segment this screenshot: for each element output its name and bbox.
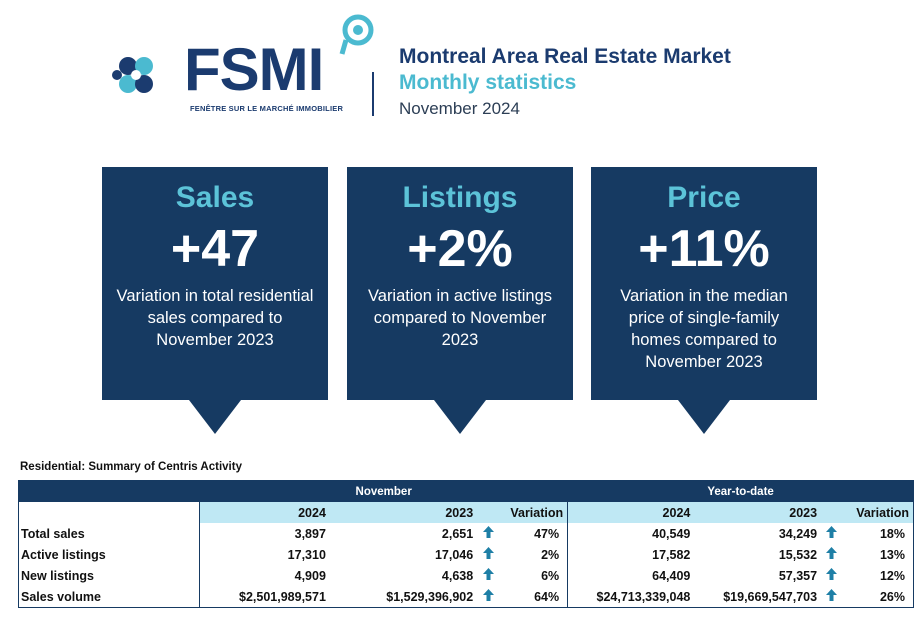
- table-column-header: 2024 2023 Variation 2024 2023 Variation: [18, 502, 914, 523]
- report-title: Montreal Area Real Estate Market: [399, 45, 731, 68]
- col-header: Variation: [821, 502, 914, 523]
- variation-cell: 2%: [499, 544, 568, 565]
- value-cell: 17,310: [199, 544, 330, 565]
- report-period: November 2024: [399, 99, 520, 118]
- up-arrow-icon: [821, 565, 843, 586]
- report-subtitle: Monthly statistics: [399, 71, 577, 94]
- col-header: 2024: [567, 502, 695, 523]
- col-header: 2023: [329, 502, 478, 523]
- variation-cell: 13%: [842, 544, 914, 565]
- col-header: 2023: [694, 502, 822, 523]
- listings-card: Listings +2% Variation in active listing…: [347, 167, 573, 434]
- price-card: Price +11% Variation in the median price…: [591, 167, 817, 434]
- value-cell: 40,549: [567, 523, 695, 544]
- table-group-header: November Year-to-date: [18, 480, 914, 502]
- up-arrow-icon: [821, 544, 843, 565]
- table-row: New listings 4,909 4,638 6% 64,409 57,357 12%: [18, 565, 914, 586]
- value-cell: $19,669,547,703: [694, 586, 822, 608]
- value-cell: 17,582: [567, 544, 695, 565]
- card-description: Variation in the median price of single-…: [620, 287, 788, 371]
- row-label: New listings: [18, 565, 200, 586]
- value-cell: 34,249: [694, 523, 822, 544]
- row-label: Total sales: [18, 523, 200, 544]
- variation-cell: 26%: [842, 586, 914, 608]
- up-arrow-icon: [477, 544, 500, 565]
- col-header: Variation: [477, 502, 568, 523]
- value-cell: 15,532: [694, 544, 822, 565]
- card-title: Price: [667, 181, 741, 214]
- table-row: Sales volume $2,501,989,571 $1,529,396,902…: [18, 586, 914, 608]
- report-header: FSMI FENÊTRE SUR LE MARCHÉ IMMOBILIER Mo…: [0, 0, 922, 140]
- row-label: Sales volume: [18, 586, 200, 608]
- table-row: Total sales 3,897 2,651 47% 40,549 34,249 18%: [18, 523, 914, 544]
- table-row: Active listings 17,310 17,046 2% 17,582 15,53…: [18, 544, 914, 565]
- up-arrow-icon: [477, 523, 500, 544]
- up-arrow-icon: [477, 565, 500, 586]
- col-header: 2024: [199, 502, 330, 523]
- label-header: [18, 502, 200, 523]
- sales-card: Sales +47 Variation in total residential…: [102, 167, 328, 434]
- value-cell: $1,529,396,902: [329, 586, 478, 608]
- header-divider: [372, 72, 374, 116]
- group-year-to-date: Year-to-date: [567, 480, 914, 502]
- variation-cell: 47%: [499, 523, 568, 544]
- table-caption: Residential: Summary of Centris Activity: [20, 461, 242, 473]
- value-cell: $2,501,989,571: [199, 586, 330, 608]
- value-cell: 2,651: [329, 523, 478, 544]
- value-cell: $24,713,339,048: [567, 586, 695, 608]
- value-cell: 57,357: [694, 565, 822, 586]
- card-description: Variation in active listings compared to…: [367, 287, 553, 349]
- value-cell: 4,638: [329, 565, 478, 586]
- card-description: Variation in total residential sales com…: [116, 287, 314, 349]
- variation-cell: 64%: [499, 586, 568, 608]
- card-value: +47: [170, 220, 260, 278]
- up-arrow-icon: [477, 586, 500, 608]
- value-cell: 3,897: [199, 523, 330, 544]
- card-pointer: [434, 400, 486, 434]
- variation-cell: 12%: [842, 565, 914, 586]
- brand-tagline: FENÊTRE SUR LE MARCHÉ IMMOBILIER: [190, 104, 344, 113]
- card-title: Sales: [175, 181, 255, 214]
- card-pointer: [678, 400, 730, 434]
- up-arrow-icon: [821, 523, 843, 544]
- value-cell: 17,046: [329, 544, 478, 565]
- card-title: Listings: [402, 181, 518, 214]
- summary-table: November Year-to-date 2024 2023 Variatio…: [18, 480, 914, 608]
- up-arrow-icon: [821, 586, 843, 608]
- brand-wordmark: FSMI: [184, 36, 324, 103]
- variation-cell: 6%: [499, 565, 568, 586]
- card-value: +11%: [638, 220, 770, 278]
- group-november: November: [199, 480, 568, 502]
- location-pin-icon: [339, 14, 374, 55]
- corner-cell: [18, 480, 200, 502]
- row-label: Active listings: [18, 544, 200, 565]
- value-cell: 4,909: [199, 565, 330, 586]
- fsmi-logo-icon: [112, 57, 153, 93]
- variation-cell: 18%: [842, 523, 914, 544]
- value-cell: 64,409: [567, 565, 695, 586]
- card-value: +2%: [407, 220, 513, 278]
- card-pointer: [189, 400, 241, 434]
